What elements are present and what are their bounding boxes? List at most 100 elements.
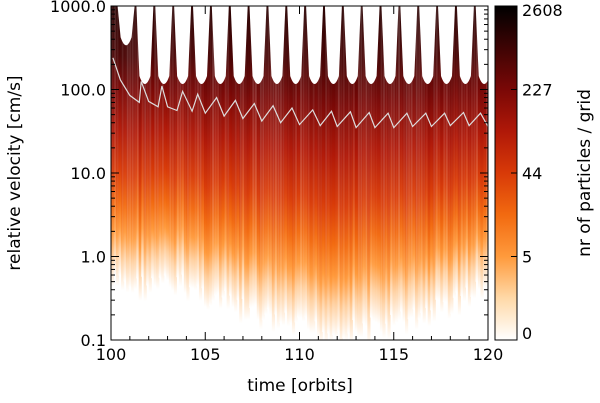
heatmap-column	[327, 6, 331, 334]
spike-gap	[419, 6, 437, 84]
heatmap-column	[352, 6, 356, 321]
heatmap-column	[374, 6, 379, 323]
heatmap-column	[188, 6, 193, 288]
heatmap-column	[357, 6, 361, 338]
heatmap-column	[244, 6, 248, 320]
heatmap-column	[324, 6, 328, 340]
heatmap-column	[314, 6, 318, 322]
x-axis-title: time [orbits]	[247, 376, 353, 396]
colorbar-tick-label: 5	[522, 248, 532, 267]
heatmap-column	[470, 6, 474, 297]
heatmap-column	[307, 6, 311, 330]
heatmap-column	[274, 6, 278, 315]
heatmap-column	[143, 6, 147, 302]
heatmap-column	[364, 6, 368, 327]
colorbar: 0 5 44 227 2608	[494, 1, 563, 343]
series-line	[112, 57, 488, 129]
heatmap-column	[349, 6, 353, 340]
heatmap-column	[475, 6, 479, 282]
heatmap-column	[126, 6, 130, 293]
spike-gap	[456, 6, 474, 84]
heatmap-column	[166, 6, 170, 281]
heatmap-column	[304, 6, 308, 318]
spike-gap	[324, 6, 342, 84]
spike-gap	[174, 6, 192, 84]
heatmap-column	[477, 6, 482, 290]
heatmap-column	[168, 6, 172, 287]
spike-gap	[117, 6, 135, 46]
x-tick-label: 105	[190, 345, 221, 364]
heatmap-column	[264, 6, 268, 315]
x-tick-label: 115	[378, 345, 409, 364]
spike-gap	[362, 6, 380, 84]
heatmap-column	[211, 6, 215, 302]
colorbar-tick-label: 0	[522, 324, 532, 343]
heatmap-column	[266, 6, 270, 310]
heatmap-column	[462, 6, 466, 302]
heatmap-column	[485, 6, 488, 288]
heatmap-column	[138, 6, 142, 301]
heatmap-column	[231, 6, 235, 308]
heatmap-column	[412, 6, 416, 310]
heatmap-column	[156, 6, 160, 290]
heatmap-column	[337, 6, 341, 332]
y-axis-title: relative velocity [cm/s]	[5, 75, 25, 270]
heatmap-column	[201, 6, 205, 289]
heatmap-column	[284, 6, 288, 313]
heatmap-column	[136, 6, 140, 279]
heatmap-column	[322, 6, 326, 332]
heatmap-column	[291, 6, 296, 336]
heatmap-column	[181, 6, 185, 275]
heatmap-column	[131, 6, 135, 293]
heatmap-column	[246, 6, 250, 320]
spike-gap	[155, 6, 173, 84]
heatmap-column	[309, 6, 313, 334]
heatmap-column	[447, 6, 451, 319]
heatmap-column	[259, 6, 263, 330]
spike-gap	[381, 6, 399, 84]
heatmap-column	[296, 6, 301, 318]
y-tick-label: 1.0	[81, 248, 106, 267]
heatmap-column	[312, 6, 316, 333]
heatmap-column	[392, 6, 396, 326]
heatmap-column	[289, 6, 293, 324]
heatmap-column	[148, 6, 152, 293]
heatmap-column	[342, 6, 346, 339]
heatmap-column	[372, 6, 376, 322]
heatmap-column	[163, 6, 167, 276]
heatmap-column	[133, 6, 137, 290]
heatmap-column	[234, 6, 238, 313]
spike-gap	[306, 6, 324, 84]
heatmap-column	[440, 6, 444, 313]
heatmap-column	[239, 6, 243, 324]
heatmap-column	[178, 6, 182, 287]
heatmap-column	[151, 6, 155, 279]
colorbar-tick-label: 2608	[522, 1, 563, 20]
x-tick-label: 120	[473, 345, 504, 364]
heatmap-column	[405, 6, 409, 335]
heatmap-column	[367, 6, 371, 340]
heatmap-column	[176, 6, 180, 278]
heatmap-column	[123, 6, 127, 282]
heatmap-column	[219, 6, 223, 309]
heatmap-column	[395, 6, 399, 323]
heatmap-column	[221, 6, 225, 298]
heatmap-column	[193, 6, 198, 290]
spike-gap	[193, 6, 210, 84]
heatmap-column	[261, 6, 265, 321]
heatmap-column	[153, 6, 157, 287]
heatmap-column	[384, 6, 389, 324]
heatmap-column	[279, 6, 283, 323]
heatmap-column	[329, 6, 333, 340]
heatmap-column	[410, 6, 414, 318]
heatmap-column	[206, 6, 210, 310]
heatmap-column	[317, 6, 321, 338]
heatmap-column	[457, 6, 461, 316]
heatmap-column	[407, 6, 411, 320]
mean-velocity-line	[112, 57, 488, 129]
heatmap-column	[158, 6, 162, 278]
heatmap-column	[427, 6, 431, 327]
heatmap-column	[256, 6, 260, 320]
spike-gap	[438, 6, 455, 84]
